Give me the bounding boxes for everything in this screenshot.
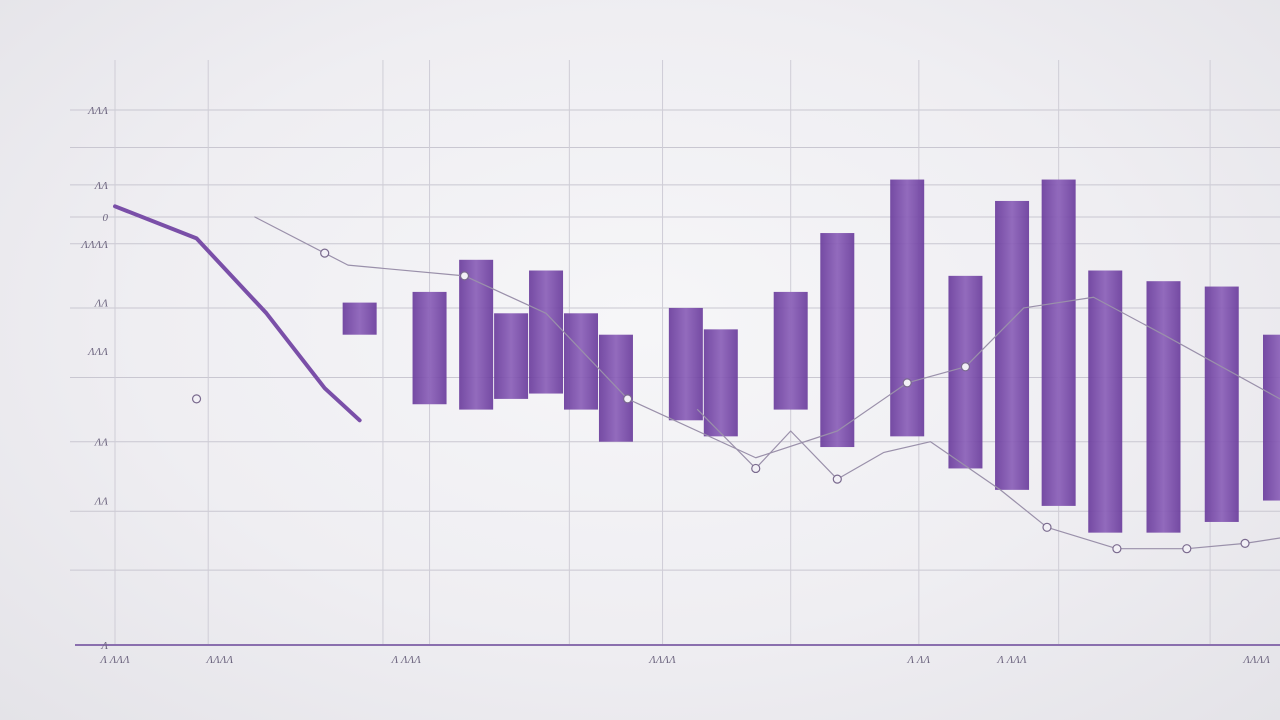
bar bbox=[773, 291, 808, 410]
bar bbox=[1088, 270, 1123, 533]
y-tick-label: Ʌ bbox=[100, 640, 108, 652]
x-tick-label: Ʌ ɅɅɅ bbox=[996, 654, 1027, 666]
data-point bbox=[902, 378, 912, 388]
y-tick-label: ɅɅ bbox=[94, 437, 109, 449]
bar bbox=[598, 334, 633, 442]
bar bbox=[459, 259, 494, 410]
bar bbox=[820, 233, 855, 448]
x-tick-label: Ʌ ɅɅɅ bbox=[99, 654, 130, 666]
x-tick-label: ɅɅɅɅ bbox=[1242, 654, 1270, 666]
y-tick-label: ɅɅɅɅ bbox=[80, 239, 108, 251]
lines bbox=[113, 204, 1280, 554]
data-point bbox=[320, 248, 330, 258]
bar bbox=[703, 329, 738, 437]
data-point bbox=[751, 463, 761, 474]
x-tick-label: ɅɅɅɅ bbox=[206, 654, 234, 666]
bar bbox=[668, 307, 703, 421]
bar bbox=[412, 291, 447, 405]
data-point bbox=[832, 474, 842, 484]
bar bbox=[1146, 281, 1181, 533]
bar bbox=[494, 313, 529, 399]
bar bbox=[1041, 179, 1076, 506]
y-tick-label: ɅɅ bbox=[94, 496, 109, 508]
bar bbox=[948, 275, 983, 469]
series-line bbox=[696, 409, 1280, 550]
x-axis-ticks: Ʌ ɅɅɅ ɅɅɅɅ Ʌ ɅɅɅ ɅɅɅɅ Ʌ ɅɅ Ʌ ɅɅɅ ɅɅɅɅ bbox=[99, 654, 1270, 666]
y-tick-label: 0 bbox=[103, 212, 109, 224]
y-tick-label: ɅɅɅ bbox=[87, 346, 108, 358]
y-tick-label: ɅɅ bbox=[94, 298, 109, 310]
data-point bbox=[191, 394, 202, 404]
series-line bbox=[113, 204, 362, 423]
bar bbox=[564, 313, 598, 410]
data-point bbox=[1182, 544, 1192, 554]
y-tick-label: ɅɅɅ bbox=[87, 105, 108, 117]
bar bbox=[529, 270, 564, 394]
bar bbox=[995, 200, 1030, 490]
x-tick-label: Ʌ ɅɅɅ bbox=[391, 654, 422, 666]
bars bbox=[342, 179, 1280, 533]
data-point bbox=[960, 362, 971, 372]
x-tick-label: Ʌ ɅɅ bbox=[907, 654, 931, 666]
x-tick-label: ɅɅɅɅ bbox=[648, 654, 676, 666]
y-tick-label: ɅɅ bbox=[94, 180, 109, 192]
bar bbox=[890, 179, 925, 437]
data-point bbox=[459, 271, 470, 281]
bar bbox=[342, 302, 377, 335]
bar bbox=[1263, 334, 1280, 501]
series-line bbox=[254, 216, 1280, 459]
bar bbox=[1204, 286, 1239, 522]
data-point bbox=[622, 394, 633, 404]
data-point bbox=[1240, 538, 1250, 548]
data-point bbox=[1112, 544, 1122, 554]
data-point bbox=[1042, 522, 1052, 532]
